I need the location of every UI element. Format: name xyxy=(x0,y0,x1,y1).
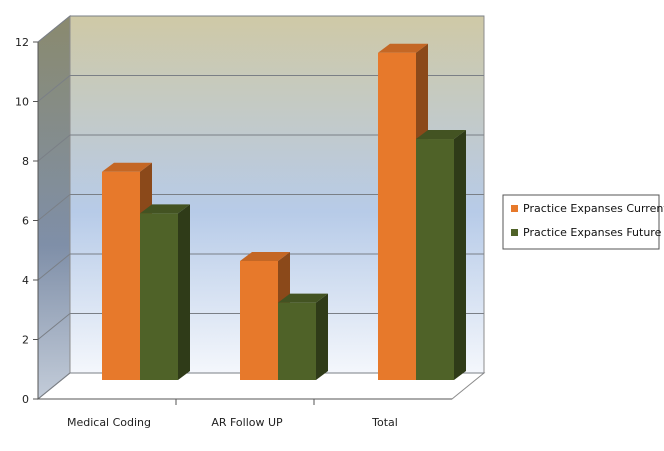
gridline-side xyxy=(37,15,71,43)
y-tick-label: 0 xyxy=(22,393,29,406)
legend-label: Practice Expanses Future xyxy=(523,226,662,239)
gridline-side xyxy=(37,194,71,221)
bar-top xyxy=(416,130,466,140)
gridline-side xyxy=(37,75,71,102)
bar-front xyxy=(102,171,140,380)
bar-front xyxy=(140,213,178,380)
bar-top xyxy=(378,43,428,53)
legend-swatch xyxy=(511,205,518,212)
legend-box xyxy=(502,194,660,250)
bar xyxy=(278,293,328,380)
bar-front xyxy=(240,261,278,380)
bar xyxy=(140,204,190,380)
bar-front xyxy=(278,302,316,380)
gridline-side xyxy=(37,313,71,340)
legend: Practice Expanses Current Practice Expans… xyxy=(502,194,664,250)
bar-top xyxy=(140,204,190,214)
bar-side xyxy=(454,130,466,380)
gridline-side xyxy=(37,372,71,400)
x-axis-labels: Medical Coding AR Follow UP Total xyxy=(38,398,452,429)
bar-top xyxy=(278,293,328,303)
bar-front xyxy=(416,139,454,380)
bar-top xyxy=(240,252,290,261)
y-tick-label: 8 xyxy=(22,155,29,168)
x-tick-label: Medical Coding xyxy=(67,416,151,429)
bar-top xyxy=(102,162,152,172)
y-axis-ticks: 0 2 4 6 8 10 12 xyxy=(15,36,39,406)
y-tick-label: 6 xyxy=(22,215,29,228)
y-tick-label: 4 xyxy=(22,274,29,287)
x-tick-label: Total xyxy=(371,416,398,429)
bar xyxy=(416,130,466,380)
x-tick-label: AR Follow UP xyxy=(211,416,283,429)
bar-front xyxy=(378,52,416,380)
bar-side xyxy=(316,293,328,380)
gridline-side xyxy=(37,253,71,281)
bar-side xyxy=(178,204,190,380)
bars xyxy=(102,43,466,380)
gridline-side xyxy=(37,134,71,162)
y-tick-label: 10 xyxy=(15,96,29,109)
y-tick-label: 2 xyxy=(22,334,29,347)
legend-label: Practice Expanses Current xyxy=(523,202,664,215)
legend-swatch xyxy=(511,229,518,236)
y-tick-label: 12 xyxy=(15,36,29,49)
